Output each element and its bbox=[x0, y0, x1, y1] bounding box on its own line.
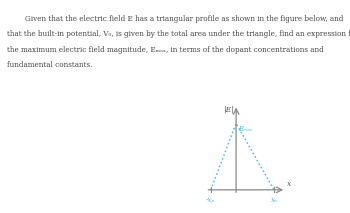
Text: -xₚ: -xₚ bbox=[206, 196, 215, 204]
Text: Given that the electric field E has a triangular profile as shown in the figure : Given that the electric field E has a tr… bbox=[7, 15, 343, 23]
Text: fundamental constants.: fundamental constants. bbox=[7, 61, 92, 69]
Text: Eₘₐₓ: Eₘₐₓ bbox=[238, 125, 252, 133]
Text: x: x bbox=[287, 180, 292, 188]
Text: the maximum electric field magnitude, Eₘₐₓ, in terms of the dopant concentration: the maximum electric field magnitude, Eₘ… bbox=[7, 46, 324, 54]
Text: xₙ: xₙ bbox=[271, 196, 278, 204]
Text: that the built-in potential, V₀, is given by the total area under the triangle, : that the built-in potential, V₀, is give… bbox=[7, 30, 350, 38]
Text: |E|: |E| bbox=[223, 105, 233, 113]
